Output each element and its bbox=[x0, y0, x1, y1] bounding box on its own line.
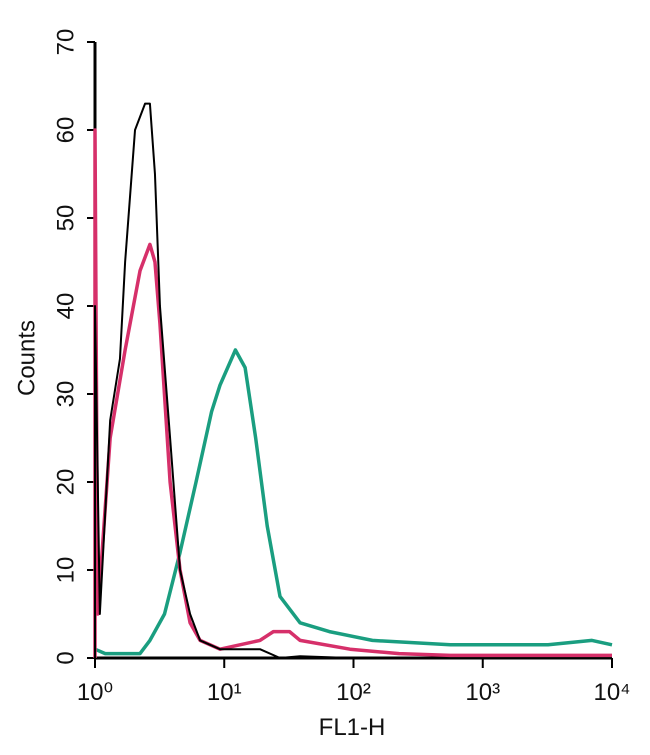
y-tick-label: 50 bbox=[52, 205, 79, 232]
y-tick-label: 70 bbox=[52, 29, 79, 56]
x-tick-label: 10³ bbox=[465, 679, 500, 706]
series-line bbox=[94, 102, 351, 659]
series-line bbox=[93, 128, 612, 658]
x-tick-label: 10² bbox=[336, 679, 371, 706]
x-tick-label: 10⁰ bbox=[77, 679, 113, 706]
x-tick-label: 10⁴ bbox=[593, 679, 630, 706]
y-axis-label: Counts bbox=[13, 320, 40, 396]
x-axis-label: FL1-H bbox=[319, 714, 386, 741]
y-tick-label: 40 bbox=[52, 293, 79, 320]
x-tick-label: 10¹ bbox=[207, 679, 242, 706]
y-tick-label: 10 bbox=[52, 557, 79, 584]
y-tick-label: 60 bbox=[52, 117, 79, 144]
series-line bbox=[94, 348, 613, 656]
y-tick-label: 20 bbox=[52, 469, 79, 496]
y-tick-label: 30 bbox=[52, 381, 79, 408]
y-tick-label: 0 bbox=[52, 651, 79, 664]
